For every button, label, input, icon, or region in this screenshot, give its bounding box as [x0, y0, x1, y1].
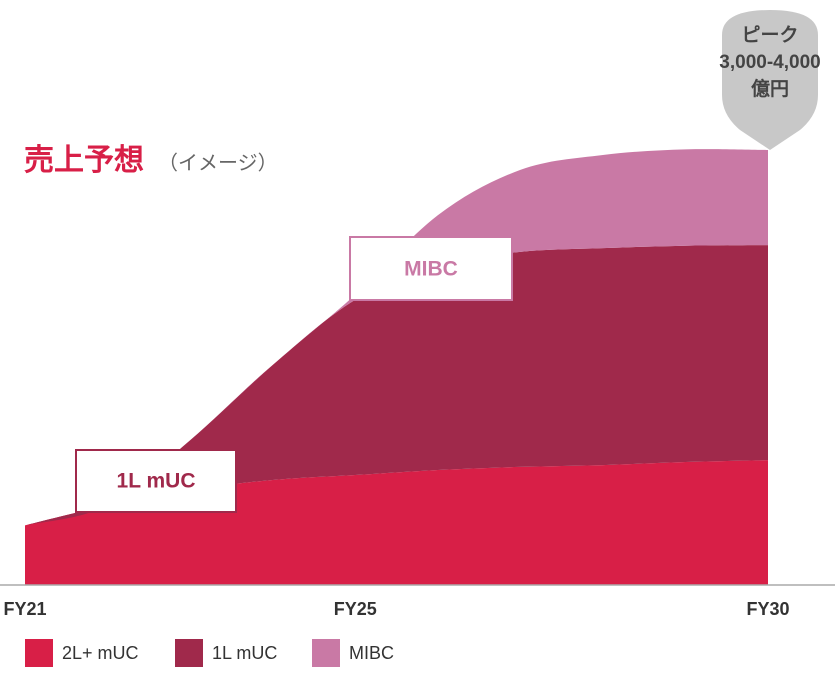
- peak-callout: [722, 10, 818, 150]
- area: [25, 149, 768, 526]
- peak-range: 3,000-4,000: [719, 52, 820, 73]
- legend-swatch: [312, 639, 340, 667]
- 1l-box: [75, 449, 237, 513]
- peak-label: ピーク: [741, 24, 798, 46]
- x-tick-label: FY30: [746, 599, 789, 619]
- legend-label: 2L+ mUC: [62, 643, 139, 663]
- areas: [25, 149, 768, 585]
- legend-swatch: [175, 639, 203, 667]
- legend-swatch: [25, 639, 53, 667]
- 1l-box-label: 1L mUC: [117, 470, 196, 493]
- x-tick-label: FY25: [334, 599, 377, 619]
- chart-title: 売上予想: [24, 144, 144, 177]
- x-tick-label: FY21: [3, 599, 46, 619]
- chart-subtitle: （イメージ）: [158, 151, 278, 174]
- peak-unit: 億円: [751, 77, 789, 100]
- mibc-box-label: MIBC: [404, 258, 458, 281]
- legend-label: 1L mUC: [212, 643, 277, 663]
- legend-label: MIBC: [349, 643, 394, 663]
- mibc-box: [349, 236, 513, 301]
